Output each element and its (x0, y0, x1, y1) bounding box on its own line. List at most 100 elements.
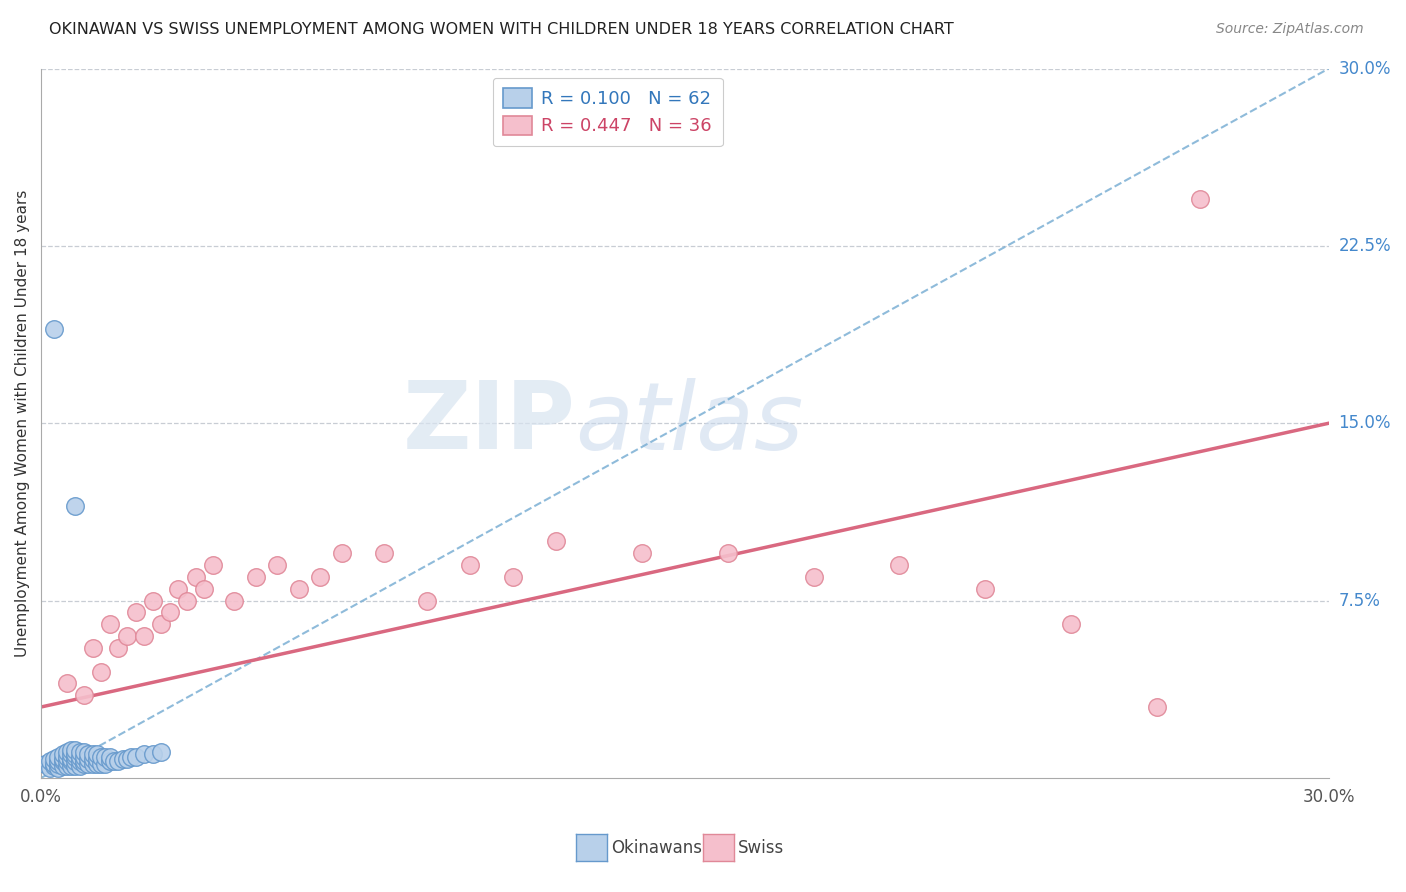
Point (458, 558, 481, 573)
Point (46, 749, 69, 764)
Point (38, 755, 60, 769)
Text: Swiss: Swiss (738, 839, 785, 857)
Point (42, 759, 65, 773)
Point (52, 755, 75, 769)
Point (309, 570, 332, 584)
Point (82, 640, 104, 655)
Point (98, 617, 121, 632)
Point (142, 747, 165, 762)
Point (115, 629, 138, 643)
Point (86, 756, 108, 771)
Point (56, 749, 79, 764)
Point (69, 759, 91, 773)
Point (98, 755, 121, 769)
Point (90, 756, 112, 771)
Text: 30.0%: 30.0% (1339, 60, 1391, 78)
Y-axis label: Unemployment Among Women with Children Under 18 years: Unemployment Among Women with Children U… (15, 190, 30, 657)
Text: 7.5%: 7.5% (1339, 591, 1381, 609)
Point (974, 582, 997, 596)
Point (115, 752, 138, 766)
Point (60, 755, 83, 769)
Text: Source: ZipAtlas.com: Source: ZipAtlas.com (1216, 22, 1364, 37)
Point (373, 546, 395, 560)
Point (69, 749, 91, 764)
Point (107, 640, 129, 655)
Point (52, 747, 75, 762)
Point (82, 752, 104, 766)
Point (60, 742, 83, 756)
Point (546, 534, 568, 549)
Point (90, 665, 112, 679)
Point (717, 546, 740, 560)
Text: Okinawans: Okinawans (612, 839, 703, 857)
Point (56, 676, 79, 690)
Point (631, 546, 654, 560)
Text: OKINAWAN VS SWISS UNEMPLOYMENT AMONG WOMEN WITH CHILDREN UNDER 18 YEARS CORRELAT: OKINAWAN VS SWISS UNEMPLOYMENT AMONG WOM… (49, 22, 953, 37)
Point (111, 752, 134, 766)
Point (56, 745, 79, 759)
Point (38, 762, 60, 776)
Point (287, 582, 309, 596)
Point (330, 546, 353, 560)
Point (73, 756, 96, 771)
Point (60, 747, 83, 762)
Point (77, 756, 100, 771)
Point (142, 593, 165, 607)
Point (107, 755, 129, 769)
Point (224, 593, 246, 607)
Point (42, 752, 65, 766)
Point (73, 755, 96, 769)
Point (90, 749, 112, 764)
Text: 22.5%: 22.5% (1339, 237, 1391, 255)
Point (94, 749, 117, 764)
Point (65, 499, 87, 513)
Point (52, 752, 75, 766)
Point (65, 742, 87, 756)
Point (65, 749, 87, 764)
Point (77, 747, 100, 762)
Point (98, 749, 121, 764)
Point (69, 755, 91, 769)
Point (86, 752, 108, 766)
Point (60, 752, 83, 766)
Point (65, 747, 87, 762)
Point (176, 593, 198, 607)
Point (60, 759, 83, 773)
Point (150, 617, 173, 632)
Point (73, 745, 96, 759)
Point (150, 745, 173, 759)
Point (86, 747, 108, 762)
Point (42, 756, 65, 771)
Text: atlas: atlas (575, 377, 804, 469)
Point (502, 570, 524, 584)
Point (120, 749, 142, 764)
Point (1146, 700, 1168, 714)
Point (124, 606, 146, 620)
Legend: R = 0.100   N = 62, R = 0.447   N = 36: R = 0.100 N = 62, R = 0.447 N = 36 (492, 78, 723, 146)
Point (1188, 192, 1211, 206)
Point (46, 755, 69, 769)
Point (193, 582, 215, 596)
Point (34, 756, 56, 771)
Point (65, 755, 87, 769)
Point (184, 570, 207, 584)
Point (82, 747, 104, 762)
Point (56, 759, 79, 773)
Point (245, 570, 267, 584)
Point (159, 606, 181, 620)
Point (52, 759, 75, 773)
Point (889, 558, 911, 573)
Point (94, 756, 117, 771)
Point (201, 558, 224, 573)
Point (132, 747, 155, 762)
Text: ZIP: ZIP (402, 377, 575, 469)
Point (416, 593, 439, 607)
Point (56, 755, 79, 769)
Point (132, 629, 155, 643)
Point (167, 582, 190, 596)
Point (103, 755, 125, 769)
Point (1060, 617, 1083, 632)
Point (73, 749, 96, 764)
Point (73, 688, 96, 702)
Point (42, 321, 65, 335)
